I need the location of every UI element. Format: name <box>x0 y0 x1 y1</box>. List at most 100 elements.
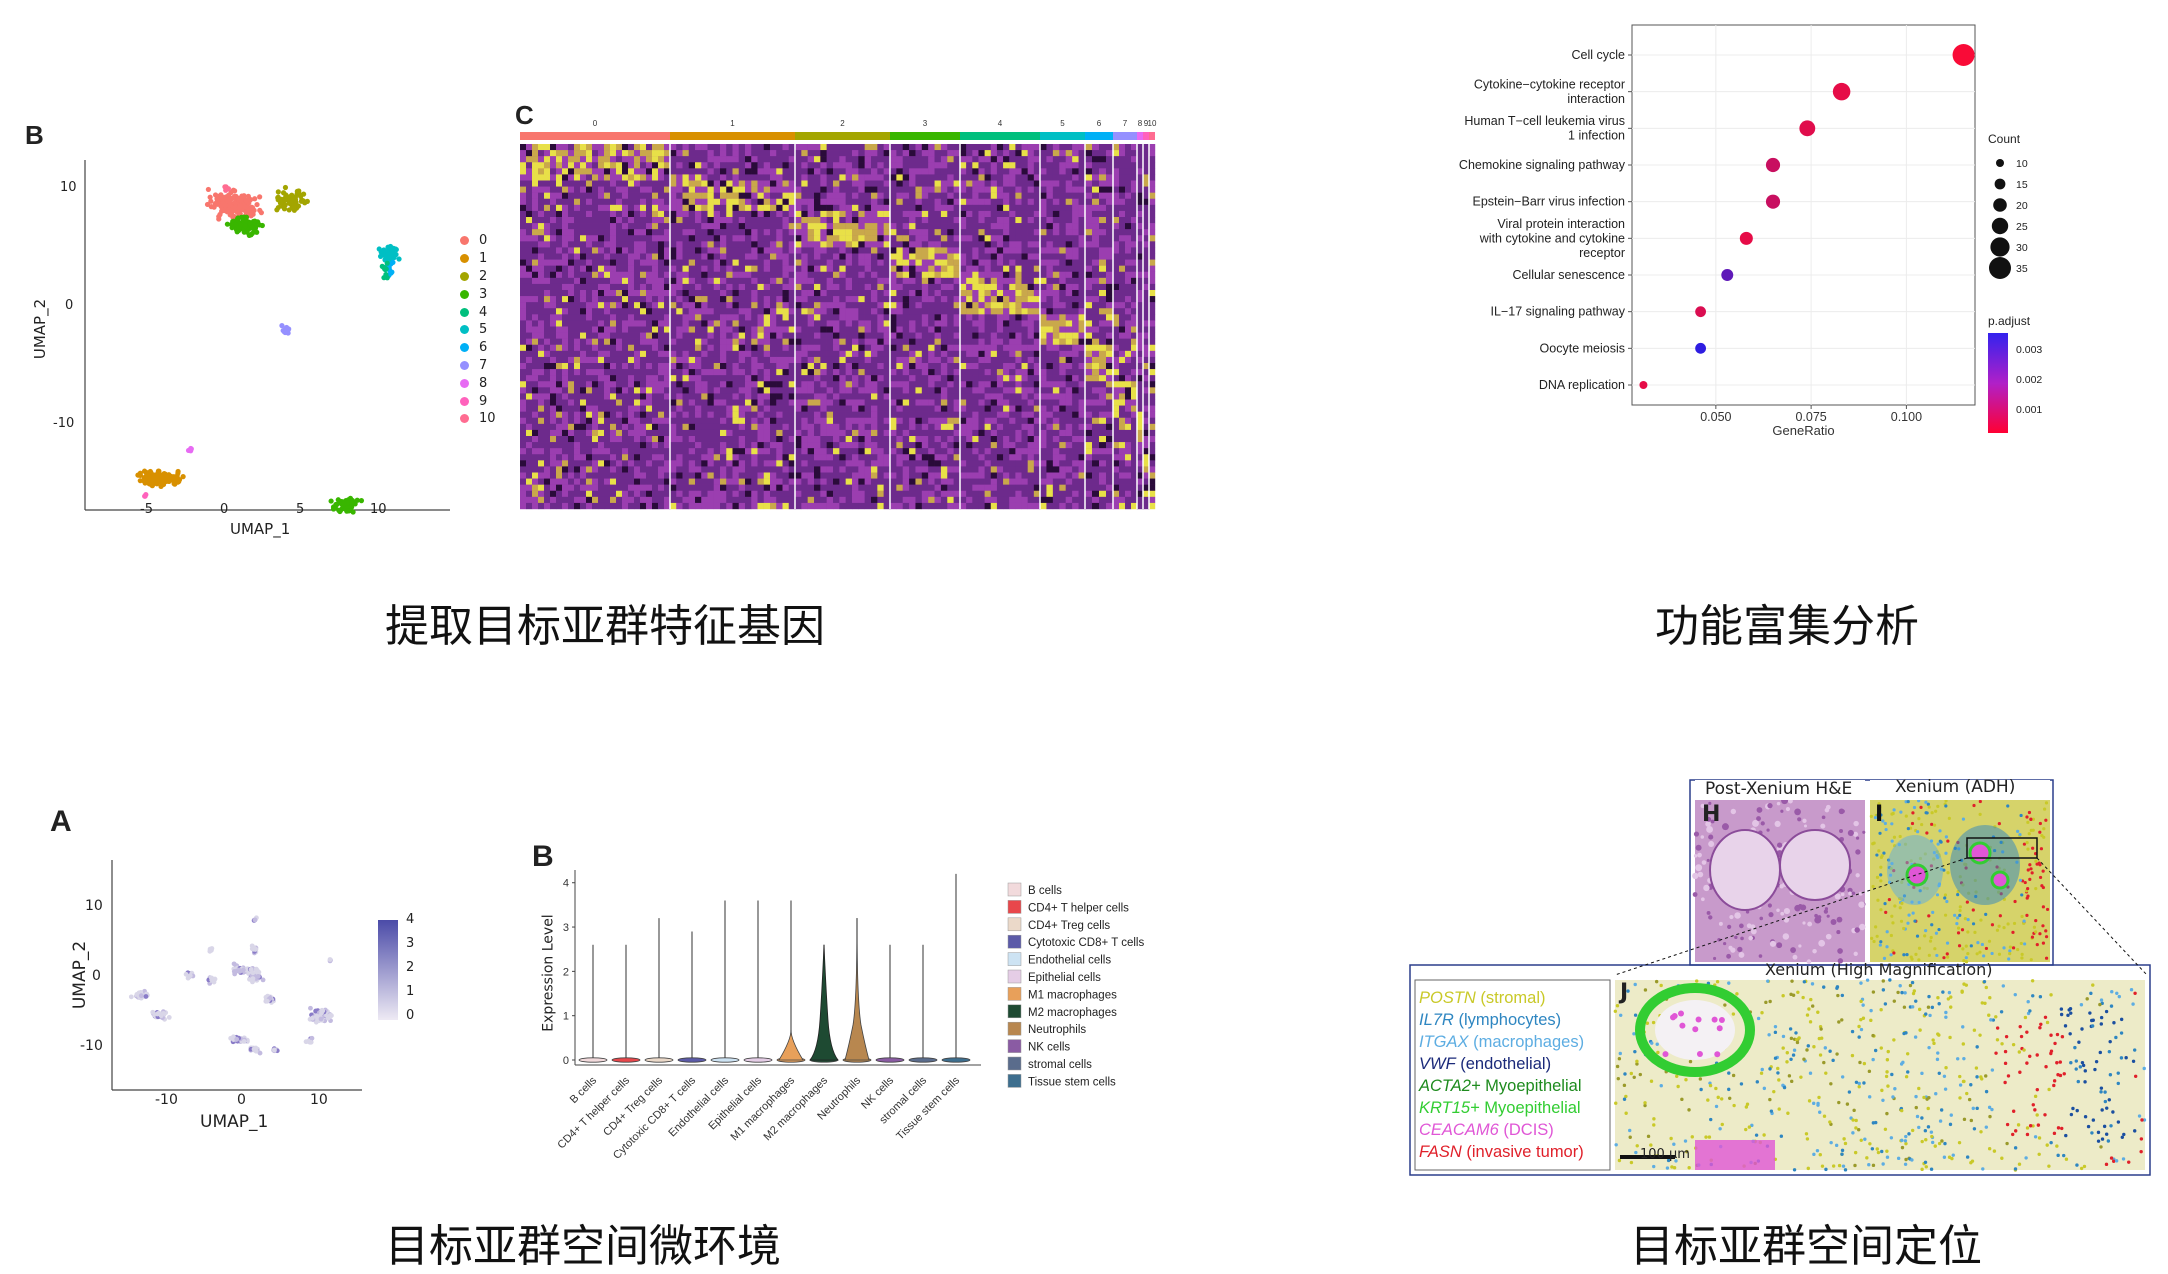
dotplot-x-tick: 0.075 <box>1795 410 1826 424</box>
size-legend-label: 10 <box>2016 158 2028 170</box>
violin-legend-swatch <box>1008 1005 1021 1018</box>
caption-marker-genes: 提取目标亚群特征基因 <box>385 590 825 654</box>
violin-ylabel: Expression Level <box>541 914 557 1031</box>
dotplot-category-label: Cytokine−cytokine receptor <box>1474 77 1625 91</box>
dotplot-category-label: Human T−cell leukemia virus <box>1464 114 1625 128</box>
color-legend-tick: 0.001 <box>2016 404 2042 416</box>
cluster-legend-label: 1 <box>479 251 487 266</box>
violin-5 <box>744 900 772 1062</box>
size-legend-title: Count <box>1988 132 2021 146</box>
marker-legend-item: FASN (invasive tumor) <box>1419 1141 1584 1163</box>
violin-1 <box>612 945 640 1062</box>
cluster-legend-item: 3 <box>460 285 496 303</box>
marker-desc: (endothelial) <box>1456 1055 1551 1073</box>
xenium-title-adh: Xenium (ADH) <box>1895 777 2015 797</box>
cluster-legend-dot <box>460 308 469 317</box>
heatmap-cluster-bar <box>520 132 670 140</box>
dotplot-point <box>1833 83 1851 101</box>
heatmap-cluster-bar <box>670 132 795 140</box>
cluster-legend-item: 10 <box>460 410 496 428</box>
umap2-xlabel: UMAP_1 <box>200 1112 268 1132</box>
dotplot-point <box>1766 158 1780 172</box>
heatmap-cluster-bar <box>890 132 960 140</box>
dotplot-category-label: with cytokine and cytokine <box>1479 231 1625 245</box>
heatmap-cluster-bar <box>960 132 1040 140</box>
xenium-title-he: Post-Xenium H&E <box>1705 779 1852 799</box>
size-legend-dot <box>1993 198 2007 212</box>
marker-legend-item: ITGAX (macrophages) <box>1419 1031 1584 1053</box>
violin-x-label: CD4+ Treg cells <box>601 1074 665 1138</box>
colorbar-tick-3: 1 <box>406 984 414 999</box>
marker-gene: IL7R <box>1419 1011 1454 1029</box>
caption-microenv: 目标亚群空间微环境 <box>385 1210 781 1274</box>
dotplot-x-tick: 0.050 <box>1700 410 1731 424</box>
heatmap-cluster-label: 6 <box>1097 119 1102 128</box>
heatmap-cluster-bar <box>1143 132 1149 140</box>
size-legend-label: 15 <box>2016 179 2028 191</box>
umap2-ytick-1: 0 <box>92 968 101 984</box>
cluster-legend-label: 5 <box>479 322 487 337</box>
dotplot-point <box>1721 269 1733 281</box>
cluster-legend-item: 2 <box>460 268 496 286</box>
violin-x-label: Tissue stem cells <box>894 1074 962 1142</box>
heatmap-cluster-bar <box>1085 132 1113 140</box>
violin-legend-label: CD4+ T helper cells <box>1028 902 1129 914</box>
heatmap-cluster-label: 10 <box>1148 119 1157 128</box>
cluster-legend-item: 7 <box>460 357 496 375</box>
violin-legend-label: M2 macrophages <box>1028 1007 1117 1019</box>
violin-legend-label: Endothelial cells <box>1028 955 1111 967</box>
xenium-title-high: Xenium (High Magnification) <box>1765 960 1993 979</box>
dotplot-category-label: Cell cycle <box>1572 48 1626 62</box>
marker-legend-item: KRT15+ Myoepithelial <box>1419 1097 1584 1119</box>
dotplot-point <box>1695 306 1706 317</box>
violin-legend-swatch <box>1008 970 1021 983</box>
heatmap-cluster-label: 8 <box>1138 119 1143 128</box>
umap1-ylabel: UMAP_2 <box>31 299 49 359</box>
size-legend-dot <box>1992 218 2008 234</box>
cluster-legend-label: 8 <box>479 376 487 391</box>
umap-expression-cells <box>129 915 334 1055</box>
color-legend-tick: 0.003 <box>2016 344 2042 356</box>
marker-gene: CEACAM6 <box>1419 1121 1499 1139</box>
marker-desc: (lymphocytes) <box>1454 1011 1561 1029</box>
cluster-legend-dot <box>460 361 469 370</box>
dotplot-point <box>1766 195 1780 209</box>
violin-legend-swatch <box>1008 900 1021 913</box>
violin-0 <box>579 945 607 1062</box>
cluster-legend-dot <box>460 254 469 263</box>
marker-legend-item: POSTN (stromal) <box>1419 987 1584 1009</box>
cluster-legend-dot <box>460 397 469 406</box>
heatmap-cluster-label: 4 <box>998 119 1003 128</box>
umap-cluster-0 <box>205 187 264 222</box>
umap1-ytick-0: 10 <box>60 180 77 195</box>
violin-legend-label: NK cells <box>1028 1042 1070 1054</box>
violin-y-tick: 3 <box>563 922 569 934</box>
dotplot-point <box>1639 381 1647 389</box>
cluster-legend-item: 5 <box>460 321 496 339</box>
marker-legend-item: CEACAM6 (DCIS) <box>1419 1119 1584 1141</box>
cluster-legend-label: 7 <box>479 358 487 373</box>
colorbar-tick-1: 3 <box>406 936 414 951</box>
violin-legend-swatch <box>1008 953 1021 966</box>
color-legend-bar <box>1988 333 2008 433</box>
umap2-ylabel: UMAP_2 <box>70 941 90 1009</box>
marker-legend-item: IL7R (lymphocytes) <box>1419 1009 1584 1031</box>
violin-legend-swatch <box>1008 1040 1021 1053</box>
marker-desc: Myoepithelial <box>1481 1077 1582 1095</box>
dotplot-category-label: 1 infection <box>1568 129 1625 143</box>
size-legend-label: 35 <box>2016 263 2028 275</box>
violin-4 <box>711 900 739 1062</box>
xenium-adh-image <box>1870 780 2050 963</box>
dotplot-category-label: interaction <box>1567 92 1625 106</box>
umap1-xtick-1: 0 <box>220 502 228 517</box>
violin-legend-label: Tissue stem cells <box>1028 1076 1116 1088</box>
cluster-legend-label: 4 <box>479 305 487 320</box>
caption-spatial: 目标亚群空间定位 <box>1630 1210 1982 1274</box>
cluster-legend-dot <box>460 379 469 388</box>
cluster-legend-item: 0 <box>460 232 496 250</box>
dotplot-category-label: Epstein−Barr virus infection <box>1472 195 1625 209</box>
marker-gene: ACTA2+ <box>1419 1077 1481 1095</box>
umap2-xtick-2: 10 <box>310 1092 328 1108</box>
